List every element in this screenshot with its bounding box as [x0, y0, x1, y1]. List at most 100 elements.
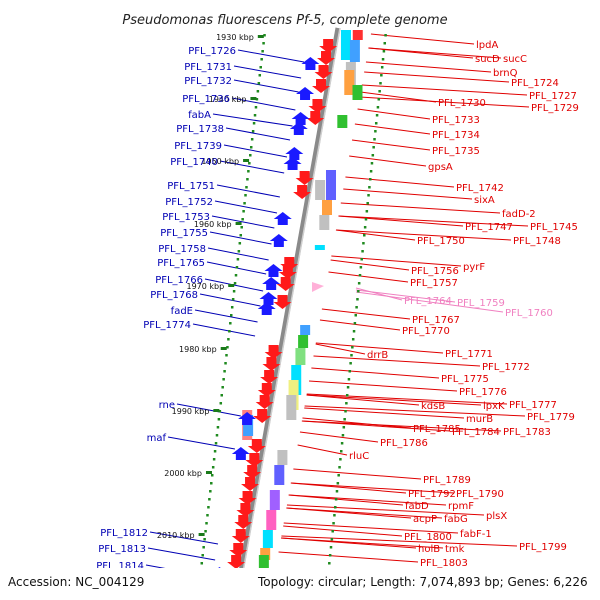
leader-line-right: [286, 507, 443, 519]
kbp-label: 1960 kbp: [194, 220, 232, 229]
gene-label-right: sucD: [475, 54, 500, 65]
scale-dot: [343, 418, 346, 421]
scale-dot: [369, 170, 373, 173]
forward-gene-arrow: [296, 87, 315, 100]
reverse-gene-arrow: [264, 345, 283, 359]
scale-dot: [352, 330, 356, 333]
scale-dot: [236, 258, 240, 261]
scale-dot: [363, 234, 366, 237]
reverse-gene-arrow: [247, 439, 266, 453]
leader-line-left: [214, 200, 278, 214]
scale-dot: [378, 90, 381, 93]
kbp-tick: [198, 533, 205, 536]
leader-line-right: [301, 420, 502, 432]
scale-dot: [375, 114, 379, 117]
gene-label-right: PFL_1779: [527, 412, 575, 423]
leader-line-right: [359, 96, 530, 108]
gene-label-right: PFL_1747: [465, 222, 513, 233]
scale-dot: [225, 354, 228, 357]
leader-line-right: [281, 537, 444, 549]
scale-dot: [259, 66, 262, 69]
leader-line-left: [231, 97, 296, 111]
reverse-gene-arrow: [229, 543, 248, 557]
gene-label-right: fabF-1: [460, 529, 492, 540]
leader-line-right: [283, 522, 459, 534]
kbp-label: 1970 kbp: [187, 282, 225, 291]
scale-dot: [360, 258, 363, 261]
scale-dot: [369, 178, 372, 181]
kbp-label: 1950 kbp: [201, 157, 239, 166]
kbp-tick: [250, 97, 257, 100]
scale-dot: [355, 306, 358, 309]
scale-dot: [256, 90, 260, 93]
gene-feature: [260, 548, 271, 560]
reverse-gene-arrow: [231, 529, 250, 543]
kbp-tick: [257, 35, 264, 38]
leader-line-right: [319, 319, 401, 331]
scale-dot: [263, 34, 266, 37]
scale-dot: [242, 210, 245, 213]
leader-line-pseudo: [355, 289, 456, 303]
scale-dot: [328, 562, 331, 565]
scale-dot: [339, 450, 343, 453]
leader-line-right: [338, 215, 529, 227]
scale-dot: [372, 146, 375, 149]
scale-dot: [240, 226, 243, 229]
kbp-tick: [213, 409, 220, 412]
scale-dot: [229, 322, 232, 325]
scale-dot: [345, 394, 349, 397]
reverse-gene-arrow: [306, 111, 325, 125]
gene-label-right: PFL_1783: [503, 427, 551, 438]
gene-label-right: sucC: [503, 54, 527, 65]
gene-label-right: holB: [418, 544, 440, 555]
scale-dot: [239, 234, 243, 237]
gene-label-right: PFL_1757: [410, 278, 458, 289]
gene-feature: [266, 510, 277, 530]
scale-dot: [233, 282, 237, 285]
gene-feature: [243, 415, 254, 436]
reverse-gene-arrow: [236, 503, 255, 517]
scale-dot: [344, 410, 347, 413]
scale-dot: [257, 82, 261, 85]
leader-line-right: [304, 407, 465, 419]
forward-gene-arrow: [273, 212, 292, 225]
reverse-gene-arrow: [276, 277, 295, 291]
scale-dot: [209, 490, 212, 493]
leader-line-left: [225, 127, 291, 141]
leader-line-right: [286, 504, 485, 516]
scale-dot: [227, 338, 230, 341]
leader-line-right: [331, 255, 462, 267]
scale-dot: [238, 242, 242, 245]
leader-line-left: [223, 144, 288, 158]
gene-label-left: PFL_1732: [184, 76, 232, 87]
kbp-label: 1980 kbp: [179, 345, 217, 354]
kbp-tick: [235, 222, 242, 225]
scale-dot: [334, 498, 338, 501]
forward-gene-arrow: [301, 57, 320, 70]
scale-dot: [210, 482, 213, 485]
topology-summary: Topology: circular; Length: 7,074,893 bp…: [257, 575, 588, 589]
scale-dot: [330, 538, 334, 541]
scale-dot: [376, 106, 380, 109]
gene-label-right: PFL_1790: [456, 489, 504, 500]
leader-line-right: [306, 394, 482, 406]
scale-dot: [245, 186, 248, 189]
kbp-label: 2000 kbp: [164, 469, 202, 478]
leader-line-left: [212, 113, 293, 127]
scale-dot: [203, 538, 206, 541]
scale-dot: [380, 66, 384, 69]
forward-gene-arrow: [269, 234, 288, 247]
leader-line-right: [365, 61, 492, 73]
gene-label-right: PFL_1792: [408, 489, 456, 500]
scale-dot: [370, 162, 374, 165]
forward-gene-arrow: [291, 112, 310, 125]
scale-dot: [341, 434, 345, 437]
scale-dot: [356, 298, 359, 301]
leader-line-right: [297, 444, 348, 456]
gene-label-right: PFL_1776: [459, 387, 507, 398]
gene-label-right: rpmF: [448, 501, 474, 512]
reverse-gene-arrow: [319, 39, 338, 53]
forward-gene-arrow: [257, 302, 276, 315]
reverse-gene-arrow: [255, 395, 274, 409]
scale-dot: [383, 42, 387, 45]
